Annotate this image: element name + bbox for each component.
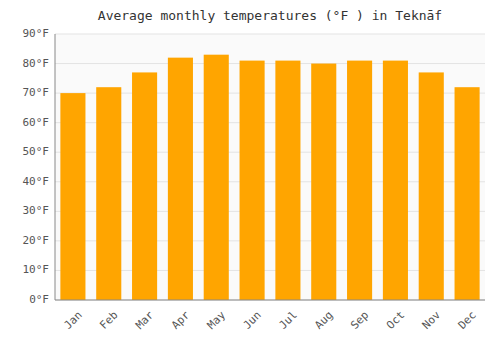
y-tick-labels: 0°F 10°F 20°F 30°F 40°F 50°F 60°F 70°F 80°F 90°F [23,27,50,306]
bars [60,55,479,300]
bar [132,72,157,300]
chart-title: Average monthly temperatures (°F ) in Te… [98,8,442,23]
x-tick-label: Apr [169,308,193,332]
bar [60,93,85,300]
y-tick-label: 90°F [23,27,50,40]
x-tick-label: Jun [241,309,264,332]
grid-line [55,300,485,301]
bar [347,61,372,300]
y-grid [55,34,485,300]
y-tick-label: 20°F [23,234,50,247]
x-tick-label: May [205,308,229,332]
x-tick-label: Mar [133,308,157,332]
x-tick-label: Dec [456,309,479,332]
bar [455,87,480,300]
x-axis-line [55,300,485,301]
grid-line [55,63,485,64]
x-tick-label: Feb [97,309,120,332]
y-tick-label: 40°F [23,175,50,188]
bar [168,58,193,300]
y-tick-label: 70°F [23,86,50,99]
bar [419,72,444,300]
bar [311,64,336,300]
grid-line [55,34,485,35]
x-tick-label: Oct [384,309,407,332]
x-tick-label: Jul [276,309,299,332]
y-tick-label: 0°F [29,293,49,306]
y-tick-label: 30°F [23,204,50,217]
bar [204,55,229,300]
y-axis-line [55,34,56,300]
plot-background [55,34,485,300]
y-tick-label: 50°F [23,145,50,158]
x-tick-label: Aug [312,309,335,332]
bar [96,87,121,300]
bar [240,61,265,300]
y-tick-label: 60°F [23,116,50,129]
x-tick-label: Nov [420,308,444,332]
x-tick-labels: Jan Feb Mar Apr May Jun Jul Aug Sep Oct Nov Dec [61,308,478,332]
x-tick-label: Sep [348,309,371,332]
chart-container: 0°F 10°F 20°F 30°F 40°F 50°F 60°F 70°F 80°F 90°F J… [0,0,500,350]
bar [275,61,300,300]
x-tick-label: Jan [61,309,84,332]
bar [383,61,408,300]
y-tick-label: 10°F [23,263,50,276]
y-tick-label: 80°F [23,57,50,70]
chart-svg: 0°F 10°F 20°F 30°F 40°F 50°F 60°F 70°F 80°F 90°F J… [0,0,500,350]
